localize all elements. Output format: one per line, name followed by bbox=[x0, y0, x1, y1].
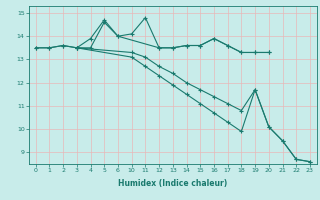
X-axis label: Humidex (Indice chaleur): Humidex (Indice chaleur) bbox=[118, 179, 228, 188]
